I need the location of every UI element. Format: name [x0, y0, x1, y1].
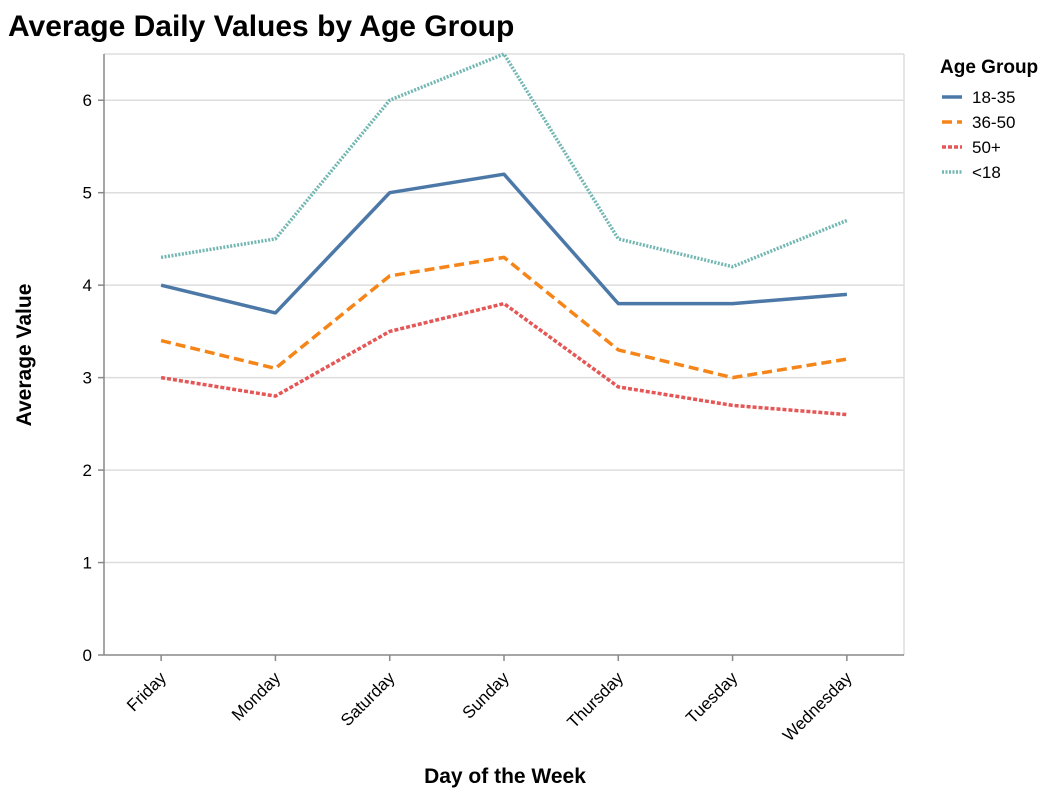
series-line [160, 255, 848, 380]
x-axis-title: Day of the Week [424, 765, 586, 788]
legend-label: 18-35 [972, 88, 1015, 107]
y-axis-title: Average Value [13, 284, 36, 427]
x-tick-label: Tuesday [682, 668, 741, 727]
x-tick-label: Friday [123, 668, 170, 715]
y-tick-label: 4 [83, 276, 92, 295]
x-tick-label: Monday [228, 668, 285, 725]
legend-label: 50+ [972, 138, 1001, 157]
chart-title: Average Daily Values by Age Group [8, 10, 514, 43]
x-tick-label: Thursday [564, 668, 628, 732]
x-tick-label: Wednesday [779, 668, 856, 745]
y-tick-label: 5 [83, 184, 92, 203]
y-tick-label: 1 [83, 554, 92, 573]
y-tick-label: 3 [83, 369, 92, 388]
y-tick-label: 6 [83, 91, 92, 110]
series-line [160, 301, 848, 417]
legend: Age Group 18-35 36-50 50+ <18 [940, 57, 1038, 182]
gridlines [104, 99, 904, 564]
y-tick-label: 2 [83, 461, 92, 480]
legend-title: Age Group [940, 57, 1038, 78]
legend-label: 36-50 [972, 113, 1015, 132]
x-axis-ticks: Friday Monday Saturday Sunday Thursday Tuesda… [123, 655, 856, 745]
x-tick-label: Sunday [459, 668, 514, 723]
series-line [160, 172, 848, 315]
series-line [160, 52, 848, 269]
y-axis-ticks: 0 1 2 3 4 5 6 [83, 91, 104, 665]
series-lines [160, 52, 848, 417]
y-tick-label: 0 [83, 646, 92, 665]
legend-items: 18-35 36-50 50+ <18 [942, 88, 1015, 182]
legend-label: <18 [972, 163, 1001, 182]
x-tick-label: Saturday [337, 668, 399, 730]
